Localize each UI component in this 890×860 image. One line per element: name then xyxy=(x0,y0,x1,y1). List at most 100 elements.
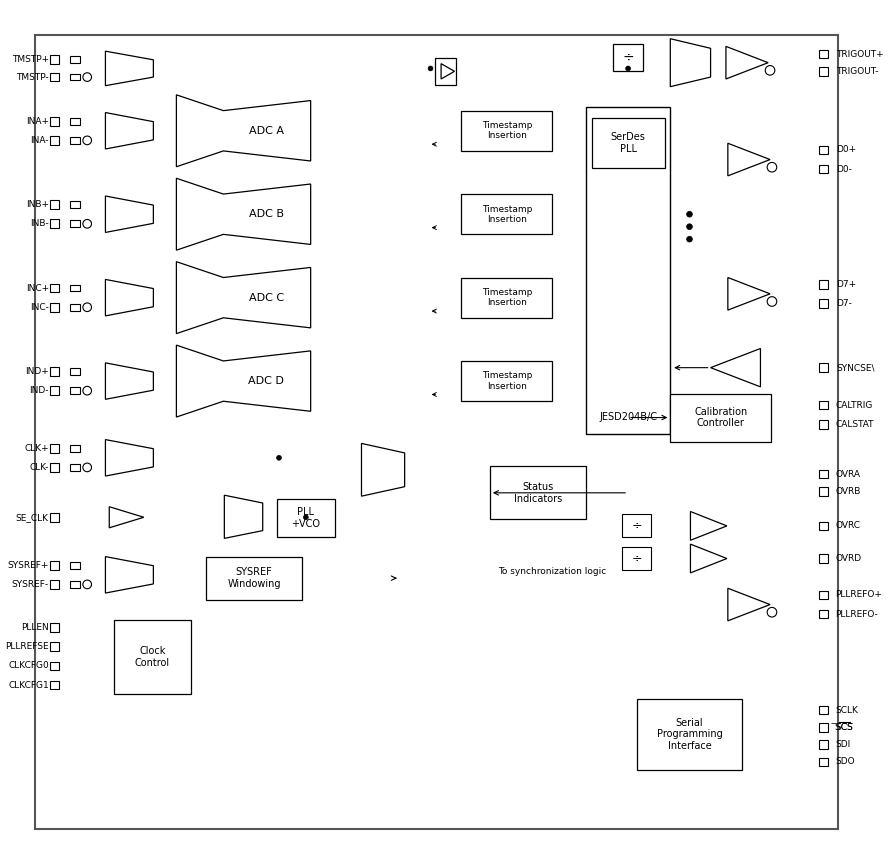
Bar xyxy=(622,514,651,538)
Text: Timestamp
Insertion: Timestamp Insertion xyxy=(481,205,532,224)
Polygon shape xyxy=(728,588,770,621)
Bar xyxy=(820,299,828,308)
Text: Status
Indicators: Status Indicators xyxy=(514,482,562,504)
Text: Timestamp
Insertion: Timestamp Insertion xyxy=(481,372,532,390)
Polygon shape xyxy=(105,556,153,593)
Bar xyxy=(670,394,771,441)
Bar xyxy=(70,445,79,452)
Text: D7-: D7- xyxy=(837,299,852,308)
Bar xyxy=(50,136,59,144)
Polygon shape xyxy=(105,439,153,476)
Bar xyxy=(820,165,828,174)
Polygon shape xyxy=(441,64,455,79)
Bar xyxy=(70,304,79,310)
Bar xyxy=(435,58,457,85)
Text: CLKCFG0: CLKCFG0 xyxy=(8,661,49,671)
Bar xyxy=(50,73,59,82)
Text: D0-: D0- xyxy=(837,164,852,174)
Bar xyxy=(461,361,553,402)
Bar xyxy=(820,67,828,76)
Circle shape xyxy=(83,303,92,311)
Text: OVRD: OVRD xyxy=(835,554,862,563)
Bar xyxy=(50,561,59,569)
Bar xyxy=(50,642,59,651)
Bar xyxy=(592,119,665,169)
Text: CALSTAT: CALSTAT xyxy=(835,420,874,429)
Text: Timestamp
Insertion: Timestamp Insertion xyxy=(481,288,532,307)
Circle shape xyxy=(83,386,92,395)
Bar xyxy=(70,220,79,227)
Bar xyxy=(820,740,828,749)
Text: SDI: SDI xyxy=(835,740,851,749)
Text: TMSTP-: TMSTP- xyxy=(16,72,49,82)
Text: SYSREF+: SYSREF+ xyxy=(7,561,49,569)
Text: CALTRIG: CALTRIG xyxy=(835,401,872,409)
Text: PLLREFO+: PLLREFO+ xyxy=(835,591,882,599)
Text: OVRC: OVRC xyxy=(835,521,861,531)
Bar xyxy=(277,499,335,538)
Bar xyxy=(820,610,828,618)
Bar xyxy=(586,107,670,433)
Text: ADC C: ADC C xyxy=(249,292,284,303)
Text: ÷: ÷ xyxy=(622,51,634,64)
Bar xyxy=(461,278,553,318)
Polygon shape xyxy=(105,196,153,232)
Bar xyxy=(50,117,59,126)
Text: PLLREFO-: PLLREFO- xyxy=(835,610,878,618)
Circle shape xyxy=(686,212,692,217)
Text: PLLEN: PLLEN xyxy=(21,623,49,632)
Polygon shape xyxy=(691,544,727,573)
Polygon shape xyxy=(105,280,153,316)
Text: Clock
Control: Clock Control xyxy=(135,646,170,667)
Circle shape xyxy=(686,224,692,230)
Bar xyxy=(820,723,828,732)
Text: D0+: D0+ xyxy=(837,145,856,155)
Text: PLLREFSE: PLLREFSE xyxy=(5,642,49,651)
Polygon shape xyxy=(710,348,760,387)
Circle shape xyxy=(303,515,308,519)
Bar xyxy=(70,387,79,394)
Text: IND+: IND+ xyxy=(25,367,49,376)
Polygon shape xyxy=(176,178,311,250)
Text: ÷: ÷ xyxy=(631,552,642,565)
Text: Calibration
Controller: Calibration Controller xyxy=(694,407,748,428)
Bar xyxy=(50,303,59,311)
Bar xyxy=(50,219,59,228)
Polygon shape xyxy=(105,113,153,149)
Text: SYSREF
Windowing: SYSREF Windowing xyxy=(227,568,281,589)
Bar xyxy=(50,386,59,395)
Bar xyxy=(70,285,79,292)
Bar xyxy=(820,401,828,409)
Bar xyxy=(820,554,828,562)
Text: IND-: IND- xyxy=(29,386,49,396)
Text: SYSREF-: SYSREF- xyxy=(12,580,49,589)
Circle shape xyxy=(767,297,777,306)
Bar xyxy=(820,591,828,599)
Text: SYNCSE\: SYNCSE\ xyxy=(837,363,875,372)
Text: SerDes
PLL: SerDes PLL xyxy=(611,132,645,154)
Circle shape xyxy=(686,237,692,242)
Polygon shape xyxy=(109,507,144,528)
Polygon shape xyxy=(728,278,770,310)
Bar xyxy=(820,470,828,478)
Bar xyxy=(612,45,643,71)
Bar xyxy=(70,57,79,63)
Bar xyxy=(114,620,190,694)
Bar xyxy=(70,118,79,125)
Text: D7+: D7+ xyxy=(837,280,856,289)
Bar xyxy=(50,200,59,209)
Bar xyxy=(50,56,59,64)
Bar xyxy=(622,547,651,570)
Text: ̅S̅C̅S̅: ̅S̅C̅S̅ xyxy=(835,722,853,732)
Polygon shape xyxy=(361,444,405,496)
Circle shape xyxy=(765,65,775,75)
Polygon shape xyxy=(105,363,153,399)
Text: SDO: SDO xyxy=(835,758,855,766)
Text: Timestamp
Insertion: Timestamp Insertion xyxy=(481,121,532,140)
Bar xyxy=(70,201,79,208)
Bar xyxy=(50,661,59,670)
Polygon shape xyxy=(105,52,153,86)
Bar xyxy=(820,706,828,715)
Text: CLK-: CLK- xyxy=(29,463,49,472)
Text: TRIGOUT+: TRIGOUT+ xyxy=(837,50,884,58)
